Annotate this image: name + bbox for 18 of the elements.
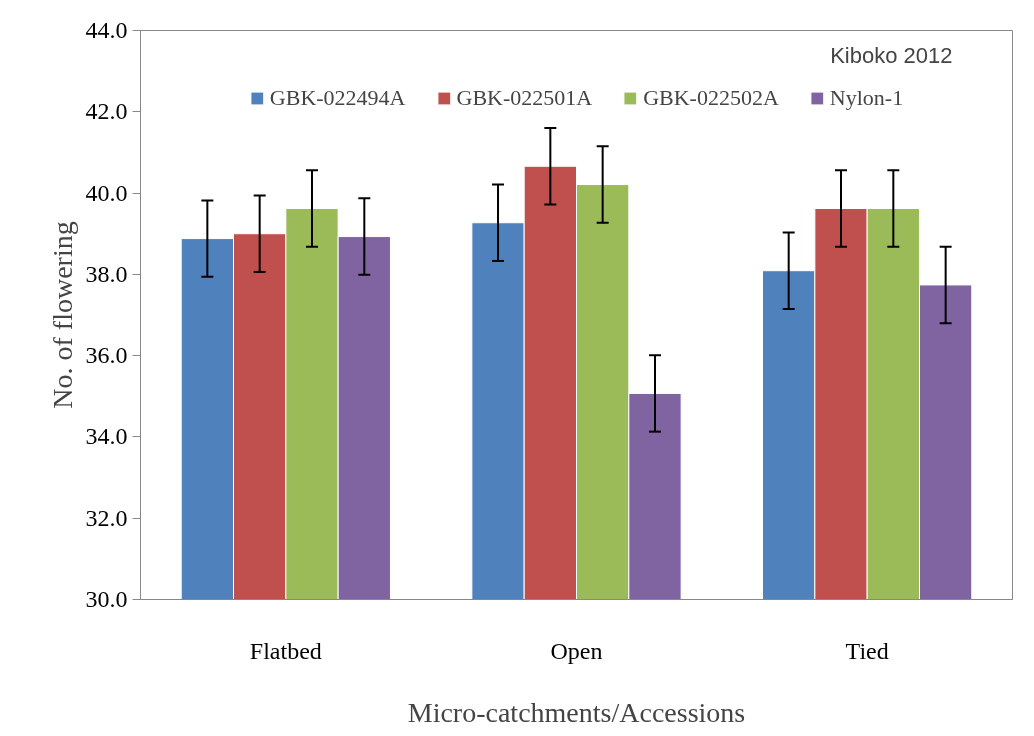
y-tick-label: 44.0 [85,17,128,43]
y-tick-label: 38.0 [85,260,128,287]
y-tick-label: 34.0 [85,423,128,450]
y-tick-label: 40.0 [85,179,128,206]
legend-label: GBK-022502A [643,85,779,111]
legend-label: Nylon-1 [829,85,904,111]
y-tick-label: 30.0 [85,586,128,612]
y-tick-label: 32.0 [85,504,128,531]
annotation: Kiboko 2012 [830,42,953,68]
legend-label: GBK-022494A [269,85,406,111]
y-tick-label: 36.0 [85,342,128,369]
legend-label: GBK-022501A [456,85,593,111]
y-tick-label: 42.0 [85,98,128,125]
x-tick-label: Flatbed [249,637,322,664]
x-axis-title: Micro-catchments/Accessions [407,696,746,728]
y-axis-title: No. of flowering [46,221,78,409]
x-tick-label: Tied [845,637,889,664]
x-tick-label: Open [550,637,603,664]
